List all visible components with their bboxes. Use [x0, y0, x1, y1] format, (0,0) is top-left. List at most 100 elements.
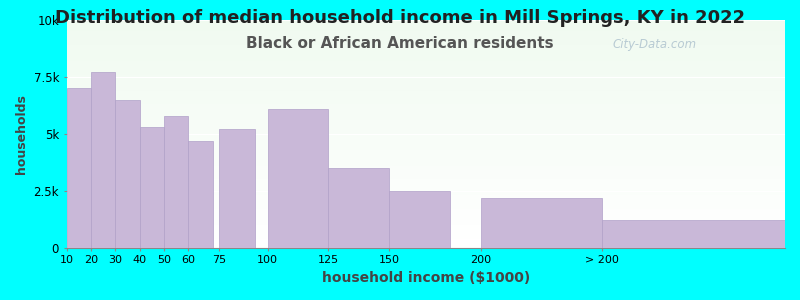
Bar: [66, 52, 785, 54]
Bar: [66, 234, 785, 236]
Bar: [66, 186, 785, 189]
Bar: [66, 88, 785, 91]
Bar: [66, 205, 785, 207]
Bar: [66, 70, 785, 72]
Bar: [66, 148, 785, 150]
Bar: [66, 40, 785, 43]
Bar: [66, 191, 785, 193]
Bar: [66, 116, 785, 118]
Bar: [66, 127, 785, 129]
Bar: [66, 225, 785, 227]
Bar: [66, 170, 785, 172]
Bar: [189, 141, 213, 248]
Bar: [66, 164, 785, 166]
Bar: [66, 141, 785, 143]
Bar: [140, 127, 164, 248]
Bar: [66, 59, 785, 61]
Bar: [66, 118, 785, 120]
Bar: [66, 50, 785, 52]
Bar: [66, 200, 785, 202]
Bar: [329, 168, 390, 248]
Bar: [267, 109, 329, 248]
Bar: [66, 145, 785, 148]
X-axis label: household income ($1000): household income ($1000): [322, 271, 530, 285]
Bar: [66, 75, 785, 77]
Bar: [66, 132, 785, 134]
Bar: [66, 218, 785, 220]
Bar: [66, 63, 785, 66]
Bar: [66, 245, 785, 248]
Bar: [66, 166, 785, 168]
Bar: [66, 129, 785, 132]
Bar: [66, 61, 785, 63]
Text: Black or African American residents: Black or African American residents: [246, 36, 554, 51]
Bar: [66, 120, 785, 122]
Bar: [66, 38, 785, 40]
Bar: [66, 72, 785, 75]
Bar: [66, 36, 785, 38]
Bar: [66, 220, 785, 223]
Bar: [66, 223, 785, 225]
Bar: [66, 172, 785, 175]
Bar: [66, 45, 785, 47]
Bar: [66, 177, 785, 179]
Bar: [66, 100, 785, 102]
Bar: [66, 236, 785, 239]
Bar: [66, 122, 785, 125]
Bar: [66, 106, 785, 109]
Bar: [91, 72, 115, 248]
Bar: [66, 243, 785, 245]
Bar: [66, 104, 785, 106]
Bar: [66, 56, 785, 59]
Bar: [66, 161, 785, 164]
Bar: [66, 134, 785, 136]
Bar: [66, 82, 785, 84]
Bar: [66, 159, 785, 161]
Bar: [66, 98, 785, 100]
Bar: [66, 239, 785, 241]
Bar: [66, 79, 785, 82]
Bar: [66, 93, 785, 95]
Bar: [66, 209, 785, 212]
Bar: [66, 88, 91, 248]
Bar: [66, 157, 785, 159]
Bar: [66, 214, 785, 216]
Bar: [66, 139, 785, 141]
Bar: [66, 152, 785, 154]
Bar: [66, 86, 785, 88]
Bar: [66, 47, 785, 50]
Bar: [66, 102, 785, 104]
Bar: [66, 29, 785, 32]
Bar: [66, 66, 785, 68]
Bar: [390, 191, 450, 248]
Bar: [66, 168, 785, 170]
Bar: [66, 111, 785, 113]
Bar: [66, 230, 785, 232]
Bar: [66, 136, 785, 139]
Bar: [66, 95, 785, 98]
Bar: [219, 129, 255, 248]
Bar: [66, 184, 785, 186]
Bar: [66, 143, 785, 145]
Bar: [66, 84, 785, 86]
Bar: [66, 32, 785, 34]
Bar: [66, 91, 785, 93]
Bar: [66, 43, 785, 45]
Bar: [66, 25, 785, 27]
Y-axis label: households: households: [15, 94, 28, 174]
Bar: [66, 232, 785, 234]
Bar: [66, 77, 785, 79]
Bar: [66, 227, 785, 230]
Bar: [66, 198, 785, 200]
Bar: [66, 182, 785, 184]
Bar: [66, 241, 785, 243]
Text: City-Data.com: City-Data.com: [613, 38, 697, 51]
Bar: [66, 68, 785, 70]
Bar: [66, 22, 785, 25]
Bar: [66, 34, 785, 36]
Bar: [66, 193, 785, 195]
Text: Distribution of median household income in Mill Springs, KY in 2022: Distribution of median household income …: [55, 9, 745, 27]
Bar: [602, 220, 785, 248]
Bar: [66, 154, 785, 157]
Bar: [66, 212, 785, 214]
